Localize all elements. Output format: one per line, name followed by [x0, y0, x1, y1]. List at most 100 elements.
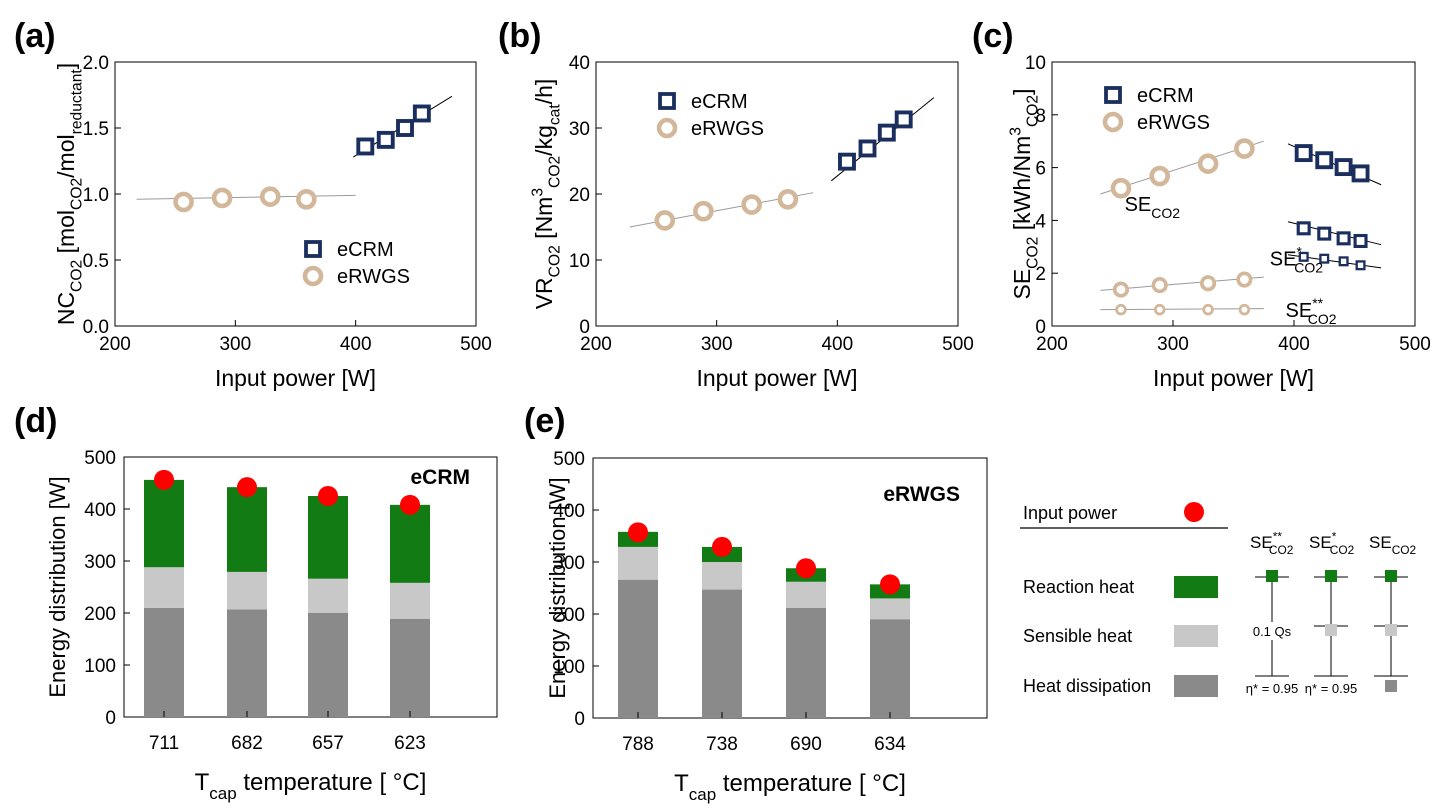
bar-segment-reaction-heat: [308, 496, 348, 579]
y-tick-label: 300: [553, 553, 585, 574]
panel-letter: (b): [498, 17, 541, 55]
legend-ecrm-label: eCRM: [337, 239, 394, 261]
plot-frame: [595, 61, 959, 327]
y-tick-label: 1.0: [83, 185, 109, 206]
legend-sensible-marker: [1385, 624, 1397, 636]
legend-item-swatch: [1174, 625, 1218, 647]
legend-sensible-marker: [1325, 624, 1337, 636]
x-tick-label: 300: [1157, 334, 1189, 355]
erwgs-point: [259, 186, 281, 207]
y-tick-label: 2: [1035, 264, 1046, 285]
x-tick-label: 500: [1399, 334, 1431, 355]
erwgs-point: [296, 188, 317, 210]
ecrm-point: [376, 130, 395, 149]
se-annotation: SE* CO2: [1270, 243, 1323, 275]
legend-ecrm-marker: [1104, 86, 1122, 104]
erwgs-point: [173, 191, 194, 213]
panel-letter: (a): [14, 17, 56, 55]
legend-reaction-marker: [1266, 570, 1278, 582]
erwgs-point: [654, 210, 676, 231]
input-power-point: [628, 522, 648, 543]
plot-frame: [114, 61, 477, 327]
y-axis-label: NCCO2 [molCO2/molreductant]: [53, 63, 85, 325]
erwgs-point: [1112, 281, 1130, 298]
input-power-point: [154, 469, 174, 490]
x-tick-label: 634: [874, 734, 906, 755]
x-tick-label: 711: [149, 733, 179, 754]
x-tick-label: 500: [460, 334, 492, 355]
x-tick-label: 200: [99, 334, 131, 355]
ecrm-point: [1296, 221, 1311, 236]
legend-reaction-marker: [1385, 570, 1397, 582]
x-tick-label: 400: [1278, 334, 1310, 355]
legend-note-bg: [1248, 622, 1298, 640]
bar-segment-sensible-heat: [390, 582, 430, 619]
input-power-point: [880, 574, 900, 595]
erwgs-point: [1200, 275, 1217, 292]
ecrm-point: [877, 123, 896, 142]
y-axis-label: Energy distribution [W]: [45, 476, 70, 697]
x-tick-label: 738: [706, 734, 738, 755]
erwgs-point: [741, 194, 762, 215]
legend-item-swatch: [1174, 675, 1218, 697]
x-tick-label: 682: [231, 733, 263, 754]
input-power-point: [237, 477, 257, 498]
legend-input-power-marker: [1184, 502, 1204, 522]
panel-letter: (c): [972, 17, 1014, 55]
erwgs-point: [1238, 303, 1251, 316]
erwgs-point: [1234, 138, 1255, 159]
bar-segment-heat-dissipation: [786, 607, 826, 718]
legend-ecrm-label: eCRM: [1137, 85, 1194, 107]
y-tick-label: 500: [553, 449, 585, 470]
legend-erwgs-label: eRWGS: [1137, 112, 1210, 134]
y-tick-label: 100: [84, 656, 116, 677]
ecrm-point: [858, 139, 877, 158]
legend-erwgs-marker: [656, 117, 678, 139]
erwgs-point: [1110, 177, 1132, 199]
chart-title: eRWGS: [883, 483, 960, 506]
ecrm-point: [1294, 144, 1313, 163]
ecrm-point: [1317, 226, 1332, 241]
ecrm-point: [894, 110, 913, 129]
input-power-point: [400, 494, 420, 515]
legend-item-swatch: [1174, 576, 1218, 598]
erwgs-point: [1236, 271, 1253, 288]
legend-column-header: SE** CO2: [1250, 529, 1294, 557]
y-tick-label: 1.5: [83, 119, 109, 140]
bar-segment-sensible-heat: [308, 578, 348, 613]
ecrm-point: [396, 119, 414, 137]
legend-item-label: Sensible heat: [1023, 626, 1132, 646]
ecrm-point: [1315, 151, 1334, 170]
x-tick-label: 300: [219, 334, 251, 355]
input-power-point: [796, 558, 816, 579]
bar-segment-heat-dissipation: [144, 607, 184, 717]
legend-item-label: Heat dissipation: [1023, 676, 1151, 696]
erwgs-point: [1153, 303, 1166, 316]
fit-line: [136, 194, 356, 200]
y-tick-label: 400: [84, 500, 116, 521]
bar-segment-heat-dissipation: [618, 579, 658, 718]
bar-segment-heat-dissipation: [390, 618, 430, 717]
x-axis-label: Tcap temperature [ °C]: [674, 770, 906, 804]
x-tick-label: 400: [340, 334, 372, 355]
erwgs-point: [777, 188, 799, 210]
x-tick-label: 200: [1036, 334, 1068, 355]
panel-letter: (e): [524, 402, 566, 440]
bar-segment-sensible-heat: [786, 581, 826, 608]
x-axis-label: Tcap temperature [ °C]: [195, 769, 427, 803]
y-tick-label: 20: [569, 185, 590, 206]
ecrm-point: [356, 137, 375, 156]
y-axis-label: SECO2 [kWh/Nm3CO2]: [1007, 88, 1041, 299]
legend-erwgs-label: eRWGS: [337, 266, 410, 288]
x-axis-label: Input power [W]: [1153, 365, 1314, 391]
y-tick-label: 200: [553, 605, 585, 626]
x-tick-label: 200: [580, 334, 612, 355]
erwgs-point: [1202, 303, 1214, 316]
x-tick-label: 690: [790, 734, 822, 755]
ecrm-point: [1355, 260, 1366, 271]
bar-segment-reaction-heat: [227, 487, 267, 572]
erwgs-point: [1115, 303, 1127, 316]
x-tick-label: 657: [312, 733, 344, 754]
erwgs-point: [1149, 165, 1170, 187]
